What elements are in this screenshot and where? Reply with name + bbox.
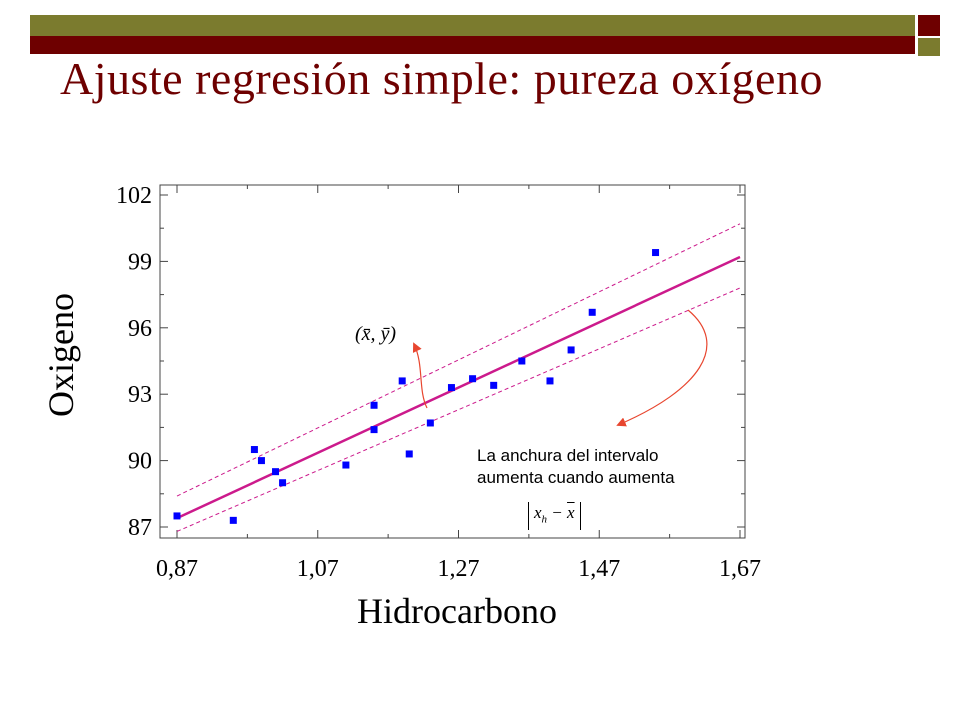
- regression-line: [176, 255, 741, 520]
- data-point: [546, 377, 554, 385]
- x-tick-label: 1,47: [578, 556, 620, 582]
- slide-title: Ajuste regresión simple: pureza oxígeno: [60, 53, 823, 104]
- x-tick-label: 1,67: [719, 556, 761, 582]
- term-mean: x: [567, 503, 575, 522]
- term-sub: h: [541, 513, 548, 526]
- data-point: [567, 346, 575, 354]
- x-tick-label: 1,07: [297, 556, 339, 582]
- sub-bar: [30, 36, 915, 54]
- y-tick-label: 102: [116, 183, 152, 209]
- data-point: [469, 375, 477, 383]
- data-point: [370, 426, 378, 434]
- data-point: [405, 450, 413, 458]
- data-point: [342, 461, 350, 469]
- corner-square-dark: [918, 15, 940, 36]
- centroid-label: (x̄, ȳ): [355, 323, 397, 345]
- data-point: [426, 419, 434, 427]
- data-point: [652, 249, 660, 257]
- top-bar: [30, 15, 915, 36]
- data-point: [518, 357, 526, 365]
- y-tick-label: 99: [128, 249, 152, 275]
- data-point: [588, 308, 596, 316]
- x-tick-label: 1,27: [438, 556, 480, 582]
- data-point: [272, 468, 280, 476]
- upper-confidence-band: [176, 223, 741, 497]
- lower-confidence-band: [176, 287, 741, 532]
- y-tick-label: 96: [128, 316, 152, 342]
- interval-annotation: La anchura del intervalo aumenta cuando …: [477, 445, 675, 489]
- term-var: x: [534, 503, 542, 522]
- data-point: [229, 516, 237, 524]
- y-tick-label: 87: [128, 515, 152, 541]
- interval-term: xh − x: [528, 502, 581, 531]
- annotation-line-2: aumenta cuando aumenta: [477, 468, 675, 487]
- term-op: −: [547, 503, 568, 522]
- data-point: [250, 446, 258, 454]
- x-tick-label: 0,87: [156, 556, 198, 582]
- data-point: [447, 384, 455, 392]
- corner-square-olive: [918, 38, 940, 56]
- data-point: [257, 457, 265, 465]
- y-tick-label: 90: [128, 449, 152, 475]
- data-point: [279, 479, 287, 487]
- interval-arrow: [616, 309, 708, 427]
- data-point: [490, 381, 498, 389]
- data-point: [173, 512, 181, 520]
- y-tick-label: 93: [128, 382, 152, 408]
- annotation-line-1: La anchura del intervalo: [477, 446, 659, 465]
- data-point: [370, 401, 378, 409]
- y-axis-label: Oxigeno: [41, 293, 81, 417]
- data-point: [398, 377, 406, 385]
- x-axis-label: Hidrocarbono: [357, 591, 557, 631]
- centroid-arrow: [412, 342, 428, 409]
